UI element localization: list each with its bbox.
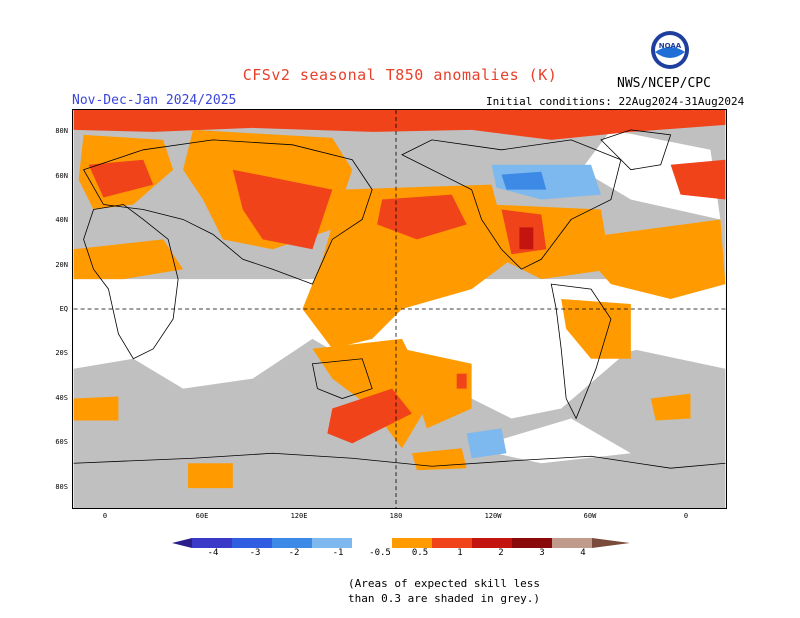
lon-label: 180: [389, 512, 403, 520]
warm-anomaly-arctic: [73, 110, 726, 140]
legend-swatch: [272, 538, 312, 548]
legend-swatch: [472, 538, 512, 548]
warm-anomaly-africa: [73, 239, 184, 280]
neutral-region-southern-ocean: [471, 418, 631, 464]
lon-label: 0: [683, 512, 689, 520]
lon-label: 60E: [195, 512, 209, 520]
legend-label: 2: [498, 548, 504, 558]
legend-swatch: [312, 538, 352, 548]
legend-swatch: [232, 538, 272, 548]
lon-label: 120E: [290, 512, 308, 520]
legend-swatch: [432, 538, 472, 548]
lat-label: 60N: [55, 172, 68, 180]
legend-swatch: [392, 538, 432, 548]
legend-label: -4: [207, 548, 219, 558]
very-strong-warm-us: [519, 227, 534, 250]
legend-label: 1: [457, 548, 463, 558]
strong-warm-europe: [88, 159, 154, 198]
season-label: Nov-Dec-Jan 2024/2025: [72, 93, 237, 108]
warm-anomaly-south-indian: [73, 396, 119, 421]
cool-anomaly-southern-ocean: [466, 428, 507, 459]
warm-anomaly-south-pacific: [401, 348, 472, 429]
warm-anomaly-maritime: [312, 338, 432, 449]
lat-label: 60S: [55, 438, 68, 446]
agency-label: NWS/NCEP/CPC: [617, 76, 711, 91]
legend-swatch: [592, 538, 630, 548]
strong-warm-south-pacific-spot: [456, 373, 467, 389]
legend-label: -0.5: [369, 548, 391, 558]
lat-label: 40N: [55, 216, 68, 224]
color-legend: [172, 538, 630, 548]
lat-label: EQ: [59, 305, 68, 313]
skill-note-line: (Areas of expected skill less: [348, 577, 541, 590]
legend-label: 0.5: [411, 548, 429, 558]
lat-label: 80N: [55, 127, 68, 135]
map-title: CFSv2 seasonal T850 anomalies (K): [242, 66, 558, 84]
lon-label: 60W: [583, 512, 597, 520]
neutral-region-north-america: [581, 129, 721, 220]
legend-label: -2: [288, 548, 300, 558]
skill-note-line: than 0.3 are shaded in grey.): [348, 592, 541, 605]
skill-note: (Areas of expected skill less than 0.3 a…: [348, 576, 540, 606]
lon-label: 0: [102, 512, 108, 520]
legend-label: -1: [332, 548, 344, 558]
legend-label: 3: [539, 548, 545, 558]
moderate-cool-canada: [501, 171, 547, 190]
lat-label: 20N: [55, 261, 68, 269]
strong-warm-north-pacific: [377, 194, 467, 240]
strong-warm-central-asia: [232, 169, 333, 250]
warm-anomaly-antarctic: [188, 463, 233, 489]
warm-anomaly-south-atlantic: [650, 393, 691, 421]
legend-label: -3: [249, 548, 261, 558]
legend-swatch: [192, 538, 232, 548]
lat-label: 40S: [55, 394, 68, 402]
legend-swatch: [512, 538, 552, 548]
continent-outlines: [73, 129, 726, 469]
strong-warm-greenland: [670, 159, 726, 200]
anomaly-map: [72, 109, 727, 509]
noaa-logo: NOAA: [651, 31, 689, 69]
noaa-logo-text: NOAA: [659, 42, 682, 50]
legend-swatch: [552, 538, 592, 548]
warm-anomaly-atlantic: [571, 219, 726, 300]
lat-label: 20S: [55, 349, 68, 357]
legend-swatch: [352, 538, 392, 548]
legend-swatch: [172, 538, 192, 548]
initial-conditions-label: Initial conditions: 22Aug2024-31Aug2024: [486, 95, 745, 108]
legend-label: 4: [580, 548, 586, 558]
strong-warm-tasman: [327, 388, 412, 444]
lat-label: 80S: [55, 483, 68, 491]
lon-label: 120W: [484, 512, 502, 520]
